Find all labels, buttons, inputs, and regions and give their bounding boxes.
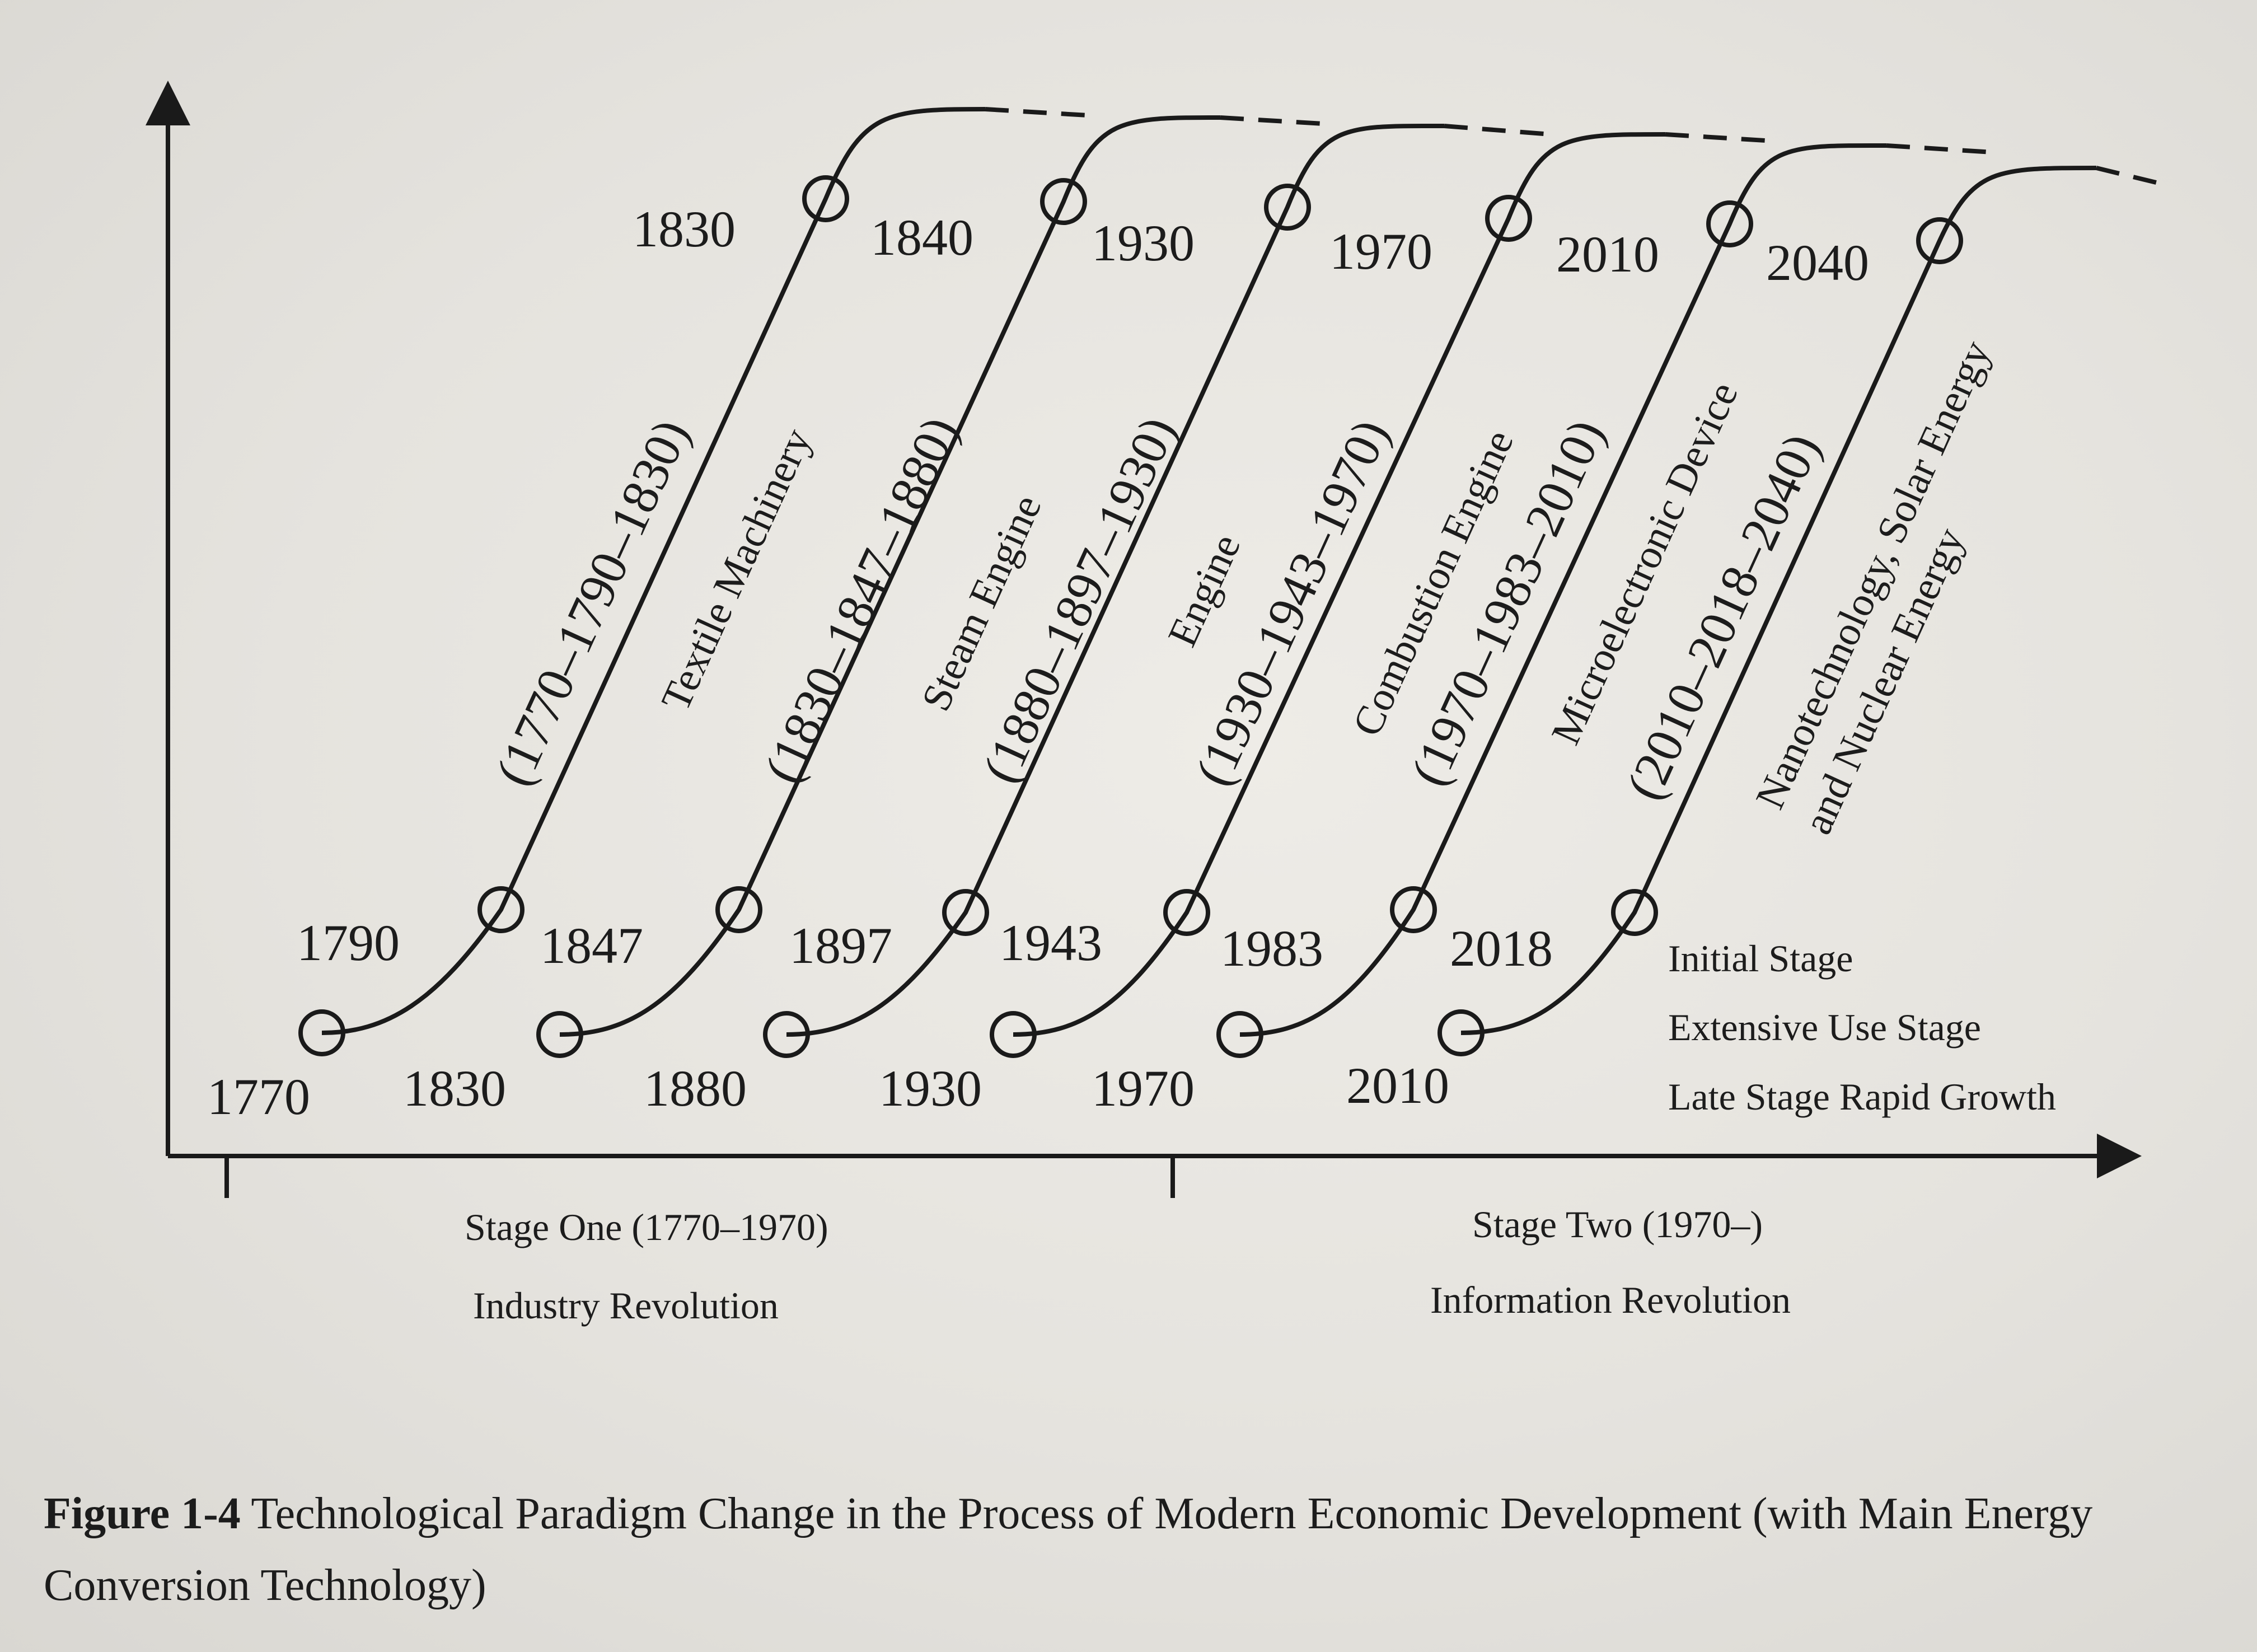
bottom-year-label: 2010	[1346, 1057, 1449, 1114]
wave-curve	[559, 115, 1221, 1037]
extensive-use-node	[1040, 178, 1087, 225]
initial-stage-node	[990, 1011, 1037, 1058]
wave-curve	[1460, 166, 2097, 1035]
period-label: (1770–1790–1830)	[484, 411, 700, 794]
bottom-year-label: 1970	[1092, 1060, 1195, 1117]
figure-number: Figure 1-4	[44, 1489, 241, 1538]
stage-two-subtitle: Information Revolution	[1430, 1279, 1791, 1321]
rapid-growth-node	[942, 889, 989, 936]
legend-extensive-use-stage: Extensive Use Stage	[1668, 1006, 1981, 1049]
top-year-label: 2040	[1766, 234, 1869, 291]
tech-label: Engine	[1159, 527, 1250, 653]
wave-dash	[2096, 166, 2161, 186]
paradigm-diagram: 1770 1790 1830 (1770–1790–1830) Textile …	[146, 81, 2161, 1327]
stage-legend: Initial Stage Extensive Use Stage Late S…	[1668, 937, 2056, 1118]
mid-year-label: 1983	[1220, 920, 1323, 977]
rapid-growth-node	[715, 886, 762, 933]
stage-two: Stage Two (1970–) Information Revolution	[1430, 1203, 1791, 1321]
wave-curve	[786, 123, 1445, 1037]
mid-year-label: 1897	[789, 917, 892, 974]
wave-dash	[1665, 132, 1775, 143]
rapid-growth-node	[1163, 889, 1210, 936]
rapid-growth-node	[1611, 889, 1658, 936]
mid-year-label: 2018	[1450, 920, 1553, 977]
stage-one-title: Stage One (1770–1970)	[465, 1206, 828, 1248]
extensive-use-node	[1916, 217, 1963, 264]
top-year-label: 1970	[1329, 223, 1432, 280]
wave-dash	[985, 107, 1098, 118]
extensive-use-node	[802, 175, 849, 222]
extensive-use-node	[1485, 195, 1532, 242]
bottom-year-label: 1770	[207, 1068, 310, 1125]
stage-one: Stage One (1770–1970) Industry Revolutio…	[465, 1206, 828, 1327]
initial-stage-node	[1437, 1009, 1485, 1056]
bottom-year-label: 1930	[879, 1060, 982, 1117]
wave-dash	[1886, 143, 1993, 155]
extensive-use-node	[1706, 200, 1753, 247]
extensive-use-node	[1264, 184, 1311, 231]
figure-caption-text: Technological Paradigm Change in the Pro…	[44, 1489, 2093, 1610]
wave-curve	[1013, 132, 1666, 1037]
wave-curve	[321, 107, 986, 1035]
rapid-growth-node	[477, 886, 525, 933]
mid-year-label: 1847	[540, 917, 643, 974]
initial-stage-node	[298, 1009, 345, 1056]
stage-two-title: Stage Two (1970–)	[1472, 1203, 1763, 1246]
top-year-label: 1930	[1092, 214, 1195, 272]
stage-one-subtitle: Industry Revolution	[473, 1284, 779, 1327]
initial-stage-node	[536, 1011, 583, 1058]
top-year-label: 1840	[870, 209, 973, 266]
wave-dash	[1220, 115, 1333, 127]
figure-caption: Figure 1-4 Technological Paradigm Change…	[44, 1478, 2171, 1621]
wave-curve	[1239, 143, 1887, 1037]
top-year-label: 2010	[1556, 226, 1659, 283]
legend-late-stage-rapid-growth: Late Stage Rapid Growth	[1668, 1075, 2056, 1118]
legend-initial-stage: Initial Stage	[1668, 937, 1853, 980]
mid-year-label: 1943	[999, 914, 1102, 971]
wave-dash	[1444, 124, 1551, 137]
top-year-label: 1830	[633, 200, 736, 258]
initial-stage-node	[763, 1011, 810, 1058]
bottom-year-label: 1880	[644, 1060, 747, 1117]
initial-stage-node	[1216, 1011, 1263, 1058]
mid-year-label: 1790	[297, 914, 400, 971]
bottom-year-label: 1830	[403, 1060, 506, 1117]
rapid-growth-node	[1390, 886, 1437, 933]
